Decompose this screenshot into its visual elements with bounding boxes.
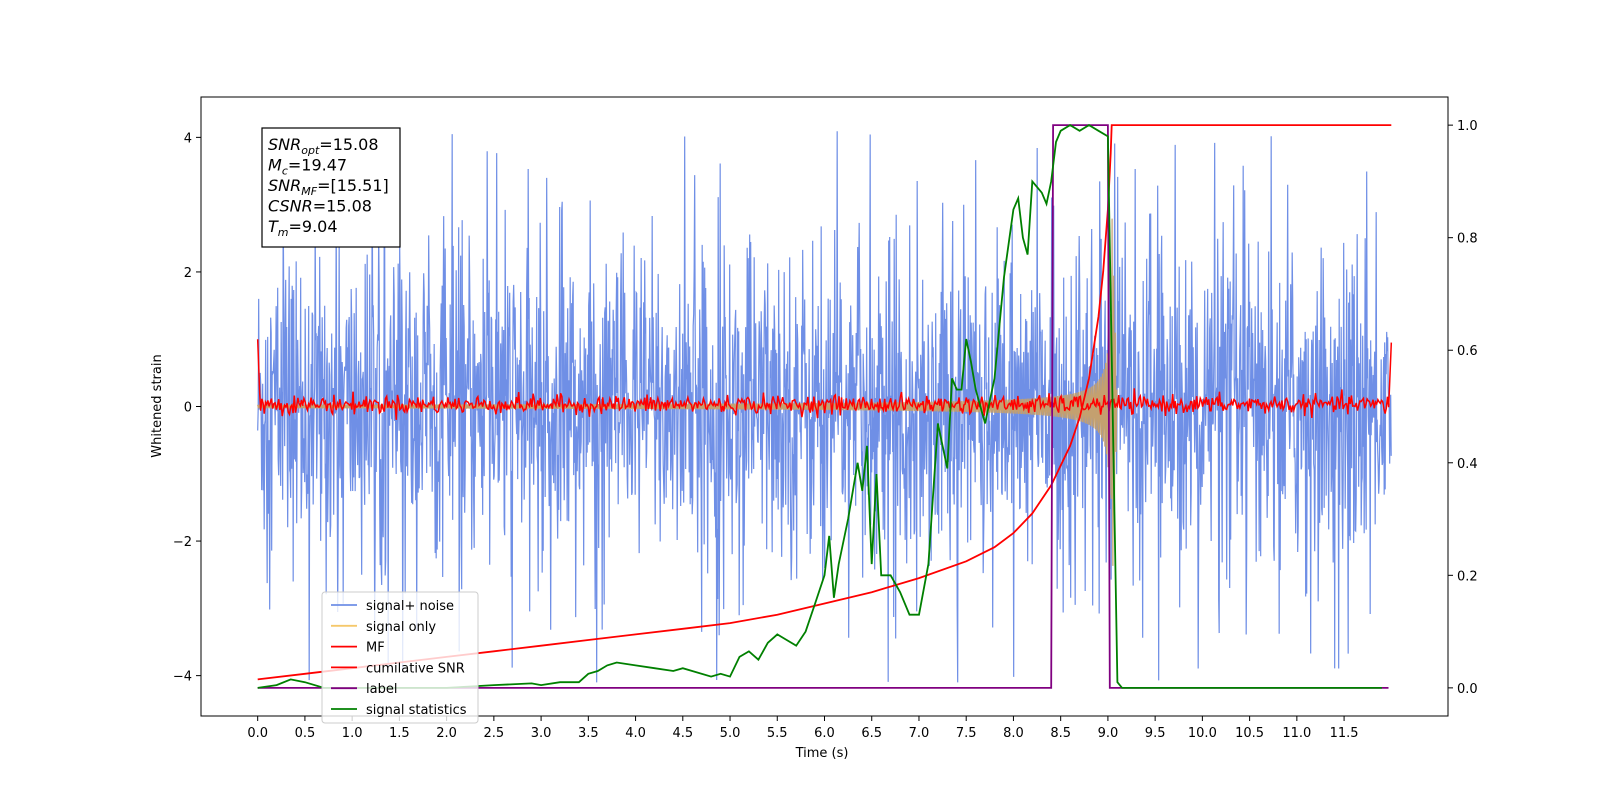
annotation-box: SNRopt=15.08Mc=19.47SNRMF=[15.51]CSNR=15… xyxy=(261,127,401,248)
x-tick-label: 10.0 xyxy=(1188,726,1217,741)
legend-label: cumilative SNR xyxy=(366,661,465,676)
legend-label: MF xyxy=(366,641,385,656)
legend: signal+ noise signal only MF cumilative SNR… xyxy=(321,591,479,724)
x-tick-label: 8.0 xyxy=(1003,726,1024,741)
y2-axis-ticks: 0.0 0.2 0.4 0.6 0.8 1.0 xyxy=(1448,119,1478,697)
x-tick-label: 11.0 xyxy=(1282,726,1311,741)
series-mf xyxy=(256,339,1393,420)
y-tick-label: 4 xyxy=(184,131,192,146)
x-tick-label: 6.5 xyxy=(861,726,882,741)
legend-label: signal only xyxy=(366,620,436,635)
y-axis-label: Whitened strain xyxy=(150,354,165,457)
y-tick-label: −2 xyxy=(173,535,192,550)
series-signal-statistics xyxy=(257,124,1382,689)
y-axis-ticks: −4 −2 0 2 4 xyxy=(173,131,201,685)
x-tick-label: 7.5 xyxy=(956,726,977,741)
x-tick-label: 5.0 xyxy=(720,726,741,741)
x-tick-label: 4.5 xyxy=(672,726,693,741)
x-tick-label: 5.5 xyxy=(767,726,788,741)
annotation-line: Tm=9.04 xyxy=(268,217,338,239)
y-tick-label: −4 xyxy=(173,670,192,685)
annotation-line: Mc=19.47 xyxy=(268,156,347,178)
y2-tick-label: 0.0 xyxy=(1457,682,1478,697)
series-cumulative-snr xyxy=(257,124,1392,681)
x-tick-label: 6.0 xyxy=(814,726,835,741)
y2-tick-label: 0.8 xyxy=(1457,232,1478,247)
x-tick-label: 11.5 xyxy=(1330,726,1359,741)
x-tick-label: 2.0 xyxy=(436,726,457,741)
x-tick-label: 0.5 xyxy=(295,726,316,741)
x-tick-label: 1.0 xyxy=(342,726,363,741)
y2-tick-label: 0.4 xyxy=(1457,457,1478,472)
y2-tick-label: 0.2 xyxy=(1457,569,1478,584)
x-axis-label: Time (s) xyxy=(795,746,849,761)
plot-area xyxy=(256,124,1393,689)
series-signal-noise xyxy=(257,131,1392,683)
x-tick-label: 8.5 xyxy=(1050,726,1071,741)
y-tick-label: 0 xyxy=(184,401,192,416)
annotation-line: CSNR=15.08 xyxy=(268,197,372,216)
y2-tick-label: 0.6 xyxy=(1457,344,1478,359)
legend-label: signal+ noise xyxy=(366,599,454,614)
legend-label: signal statistics xyxy=(366,703,467,718)
x-tick-label: 4.0 xyxy=(625,726,646,741)
x-tick-label: 3.5 xyxy=(578,726,599,741)
x-tick-label: 1.5 xyxy=(389,726,410,741)
x-tick-label: 3.0 xyxy=(531,726,552,741)
x-tick-label: 9.0 xyxy=(1098,726,1119,741)
y-tick-label: 2 xyxy=(184,266,192,281)
x-tick-label: 0.0 xyxy=(247,726,268,741)
legend-label: label xyxy=(366,682,397,697)
x-tick-label: 2.5 xyxy=(484,726,505,741)
annotation-line: SNRopt=15.08 xyxy=(268,135,379,157)
x-tick-label: 7.0 xyxy=(909,726,930,741)
x-tick-label: 9.5 xyxy=(1145,726,1166,741)
x-tick-label: 10.5 xyxy=(1235,726,1264,741)
annotation-line: SNRMF=[15.51] xyxy=(268,176,389,198)
x-axis-ticks: 0.0 0.5 1.0 1.5 2.0 2.5 3.0 3.5 4.0 4.5 5.0 5.5 6.0 6… xyxy=(247,716,1359,741)
y2-tick-label: 1.0 xyxy=(1457,119,1478,134)
